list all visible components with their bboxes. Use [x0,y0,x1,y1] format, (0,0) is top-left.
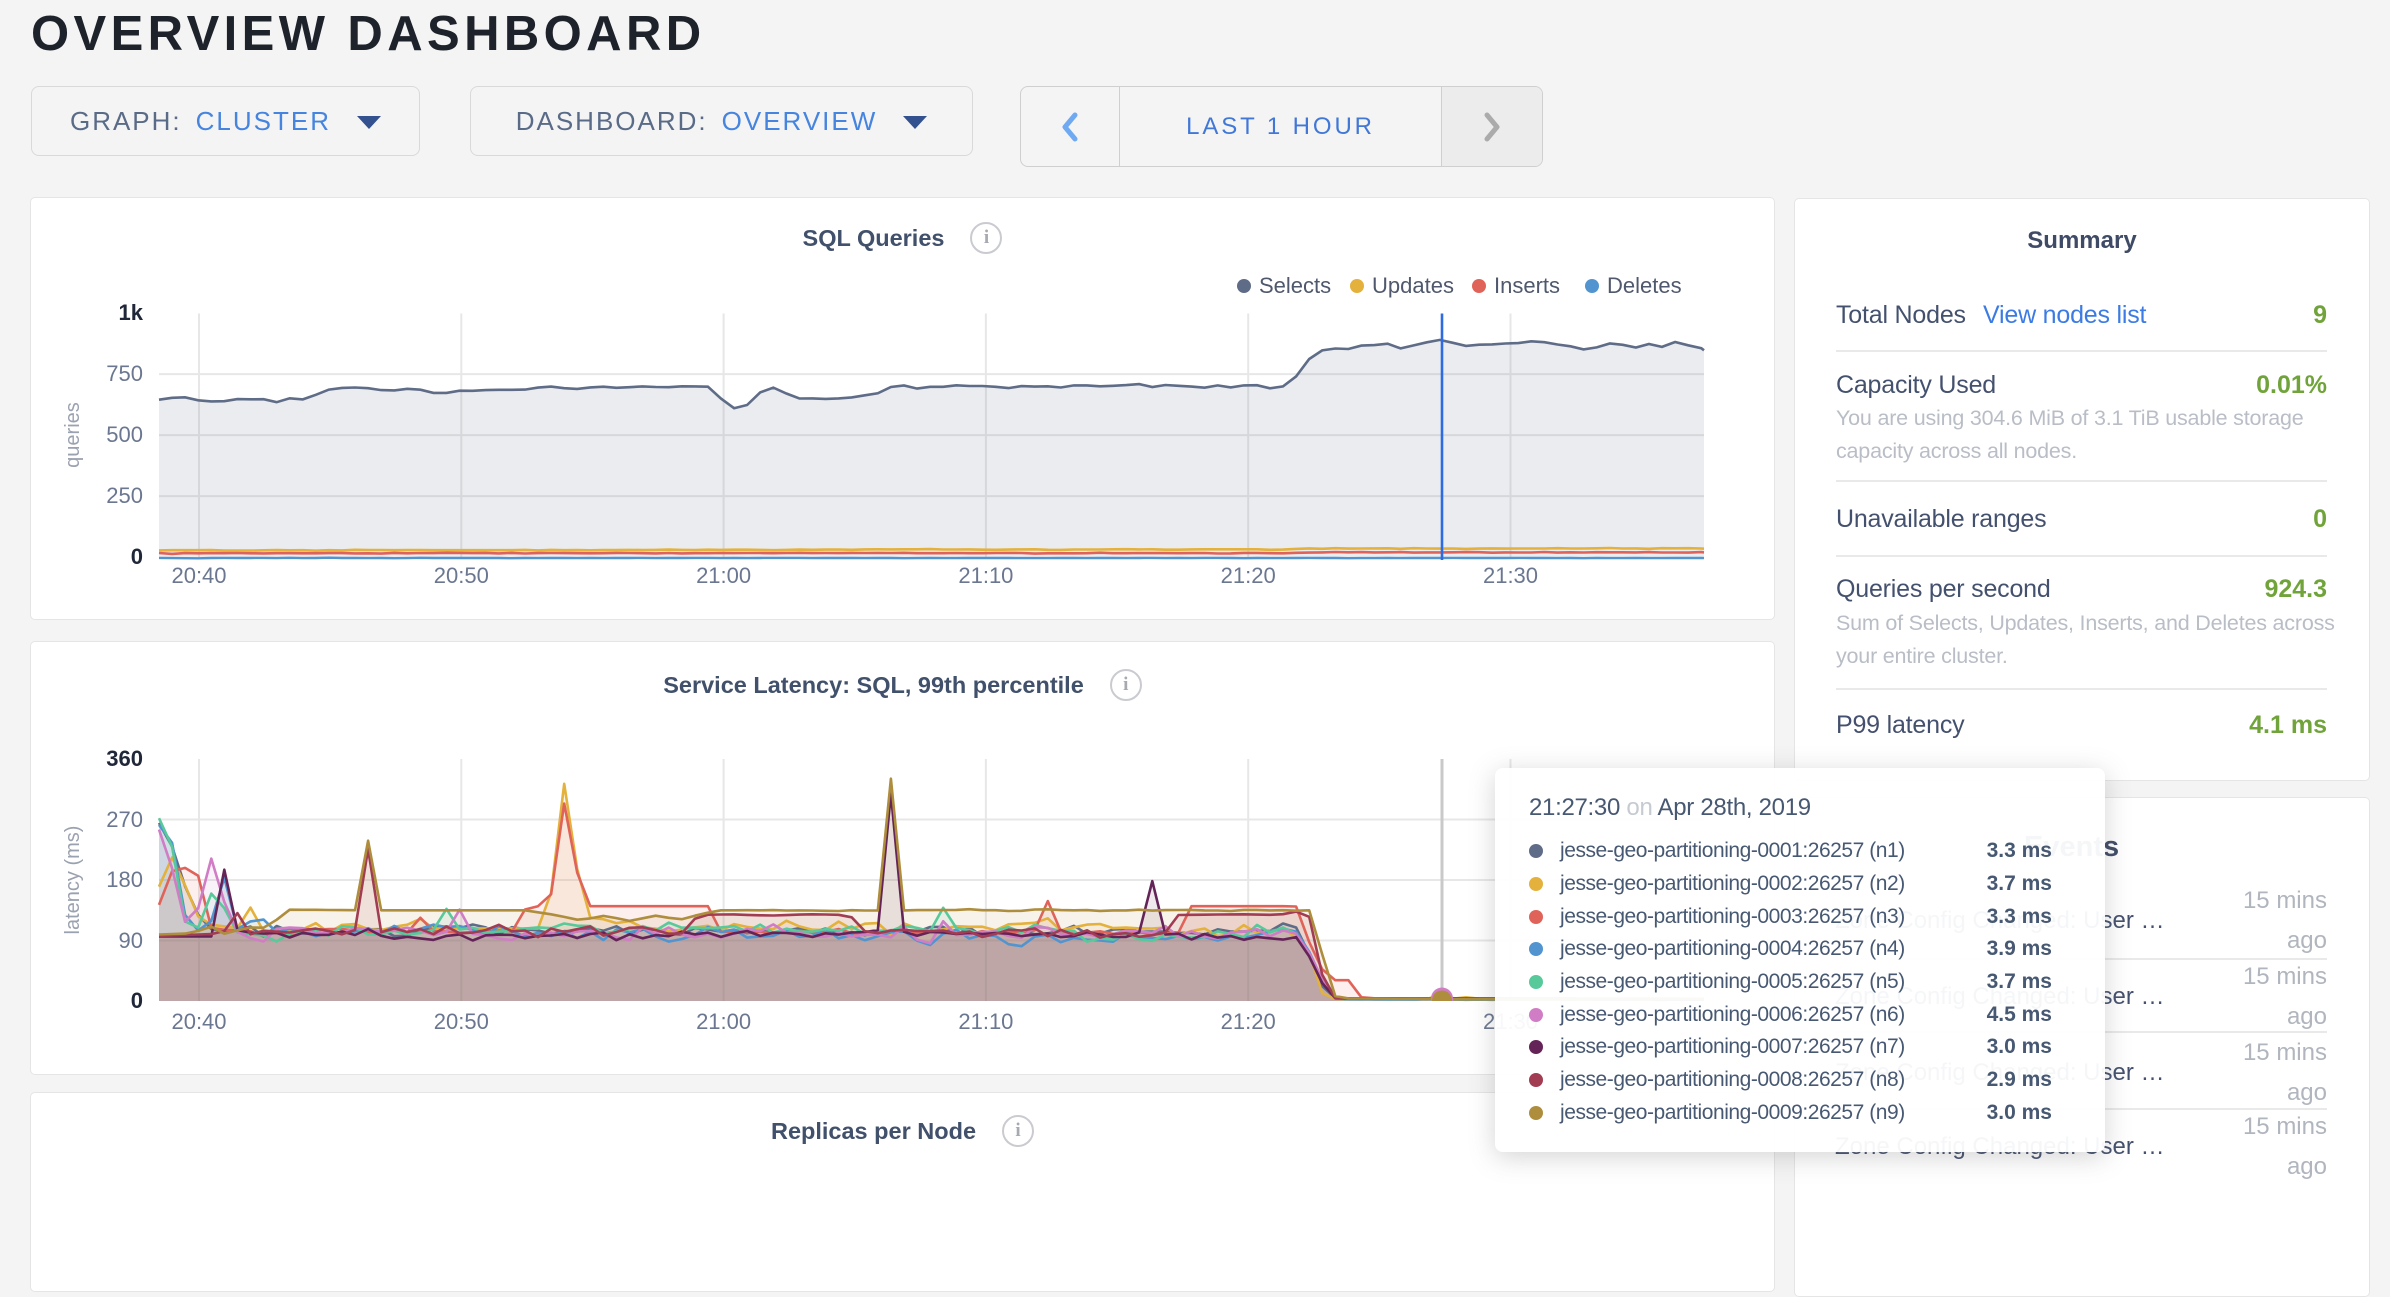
svg-text:21:30: 21:30 [1483,563,1538,588]
svg-text:1k: 1k [119,300,144,325]
svg-text:0: 0 [131,988,143,1013]
svg-text:21:10: 21:10 [958,563,1013,588]
svg-text:500: 500 [106,422,143,447]
svg-text:queries: queries [62,402,84,468]
svg-text:20:50: 20:50 [434,1009,489,1034]
svg-text:21:00: 21:00 [696,563,751,588]
svg-text:750: 750 [106,361,143,386]
svg-text:180: 180 [106,867,143,892]
svg-text:20:40: 20:40 [171,1009,226,1034]
svg-text:360: 360 [106,746,143,771]
svg-text:270: 270 [106,807,143,832]
svg-text:latency (ms): latency (ms) [62,826,84,935]
svg-text:250: 250 [106,483,143,508]
svg-text:0: 0 [131,544,143,569]
svg-text:90: 90 [119,928,143,953]
svg-text:20:50: 20:50 [434,563,489,588]
svg-text:21:00: 21:00 [696,1009,751,1034]
svg-text:21:20: 21:20 [1221,1009,1276,1034]
svg-text:21:20: 21:20 [1221,563,1276,588]
svg-text:21:10: 21:10 [958,1009,1013,1034]
svg-text:20:40: 20:40 [171,563,226,588]
